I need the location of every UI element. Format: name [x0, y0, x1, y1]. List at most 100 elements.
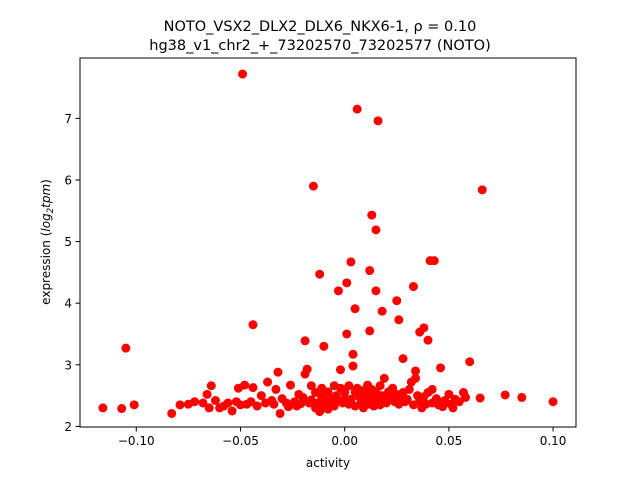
data-point-20: [238, 69, 248, 79]
data-point-82: [348, 349, 358, 359]
data-point-112: [377, 306, 387, 316]
data-point-58: [319, 341, 329, 351]
data-point-79: [346, 257, 356, 267]
data-point-140: [419, 323, 429, 333]
y-axis-ticks: 2 3 4 5 6 7: [64, 112, 80, 434]
data-point-135: [411, 373, 421, 383]
data-point-32: [271, 384, 281, 394]
y-tick-label-3: 5: [64, 235, 72, 249]
data-point-97: [365, 266, 375, 276]
data-point-9: [202, 389, 212, 399]
chart-title-line-2: hg38_v1_chr2_+_73202570_73202577 (NOTO): [149, 38, 490, 54]
data-point-1: [117, 404, 127, 414]
data-point-37: [283, 402, 293, 412]
x-axis-label: activity: [306, 456, 350, 470]
x-tick-label-3: 0.05: [436, 434, 463, 448]
data-point-26: [252, 401, 262, 411]
data-point-115: [379, 373, 389, 383]
data-point-130: [404, 384, 414, 394]
data-point-24: [248, 320, 258, 330]
data-point-123: [394, 315, 404, 325]
data-point-108: [373, 116, 383, 126]
y-tick-label-5: 7: [64, 112, 72, 126]
data-point-46: [302, 364, 312, 374]
data-point-146: [427, 384, 437, 394]
data-point-164: [500, 390, 510, 400]
data-point-158: [454, 397, 464, 407]
data-point-16: [227, 406, 237, 416]
data-point-75: [342, 278, 352, 288]
data-point-151: [436, 363, 446, 373]
data-point-100: [367, 210, 377, 220]
y-axis-label: expression (log2tpm): [39, 179, 56, 305]
data-point-55: [315, 269, 325, 279]
y-axis-label-sub: 2: [46, 208, 56, 213]
data-point-62: [323, 387, 333, 397]
data-point-29: [263, 377, 273, 387]
data-point-162: [475, 393, 485, 403]
y-tick-label-1: 3: [64, 358, 72, 372]
data-point-121: [392, 296, 402, 306]
data-point-98: [365, 326, 375, 336]
data-point-165: [517, 392, 527, 402]
data-point-68: [333, 286, 343, 296]
x-axis-ticks: −0.10 −0.05 0.00 0.05 0.10: [118, 427, 567, 448]
data-point-76: [342, 329, 352, 339]
data-point-80: [346, 394, 356, 404]
data-point-78: [344, 381, 354, 391]
data-point-23: [246, 397, 256, 407]
y-axis-label-var: log: [39, 213, 53, 232]
data-point-70: [336, 365, 345, 375]
data-point-154: [444, 389, 454, 399]
y-tick-label-4: 6: [64, 173, 72, 187]
data-point-105: [371, 286, 381, 296]
x-tick-label-4: 0.10: [540, 434, 567, 448]
data-point-134: [411, 366, 421, 376]
data-point-8: [198, 398, 208, 408]
data-point-7: [190, 397, 200, 407]
data-point-50: [308, 181, 318, 191]
data-point-132: [408, 282, 418, 292]
data-point-148: [429, 256, 439, 266]
data-point-86: [352, 104, 362, 114]
data-point-5: [175, 400, 185, 410]
data-point-2: [121, 343, 131, 353]
data-point-49: [306, 381, 316, 391]
data-point-163: [477, 185, 487, 195]
data-point-25: [248, 383, 258, 393]
data-point-12: [210, 396, 220, 406]
data-point-4: [167, 408, 177, 418]
data-point-10: [204, 403, 214, 413]
y-axis-label-suffix: ): [39, 179, 53, 184]
data-point-156: [448, 403, 458, 413]
data-point-21: [240, 380, 250, 390]
data-point-73: [340, 388, 350, 397]
data-point-144: [423, 335, 433, 345]
data-point-107: [371, 225, 381, 235]
data-point-0: [98, 403, 108, 413]
data-points: [98, 69, 558, 418]
data-point-161: [465, 357, 475, 367]
data-point-166: [548, 397, 558, 407]
plot-area-frame: [79, 57, 577, 428]
data-point-45: [300, 336, 310, 346]
data-point-160: [461, 392, 471, 402]
data-point-31: [269, 399, 279, 409]
y-tick-label-2: 4: [64, 297, 72, 311]
x-tick-label-2: 0.00: [331, 434, 358, 448]
data-point-38: [285, 380, 295, 390]
chart-title-line-1: NOTO_VSX2_DLX2_DLX6_NKX6-1, ρ = 0.10: [164, 19, 477, 35]
data-point-11: [206, 381, 216, 391]
data-point-15: [223, 398, 233, 408]
data-point-81: [348, 361, 358, 371]
data-point-85: [350, 304, 360, 314]
data-point-34: [275, 408, 285, 418]
data-point-110: [375, 381, 385, 391]
data-point-33: [273, 367, 283, 377]
x-tick-label-0: −0.10: [118, 434, 155, 448]
data-point-3: [129, 400, 139, 410]
data-point-43: [298, 392, 308, 402]
data-point-129: [402, 394, 412, 404]
y-axis-label-var2: tpm: [39, 184, 53, 208]
y-axis-label-prefix: expression (: [39, 232, 53, 305]
